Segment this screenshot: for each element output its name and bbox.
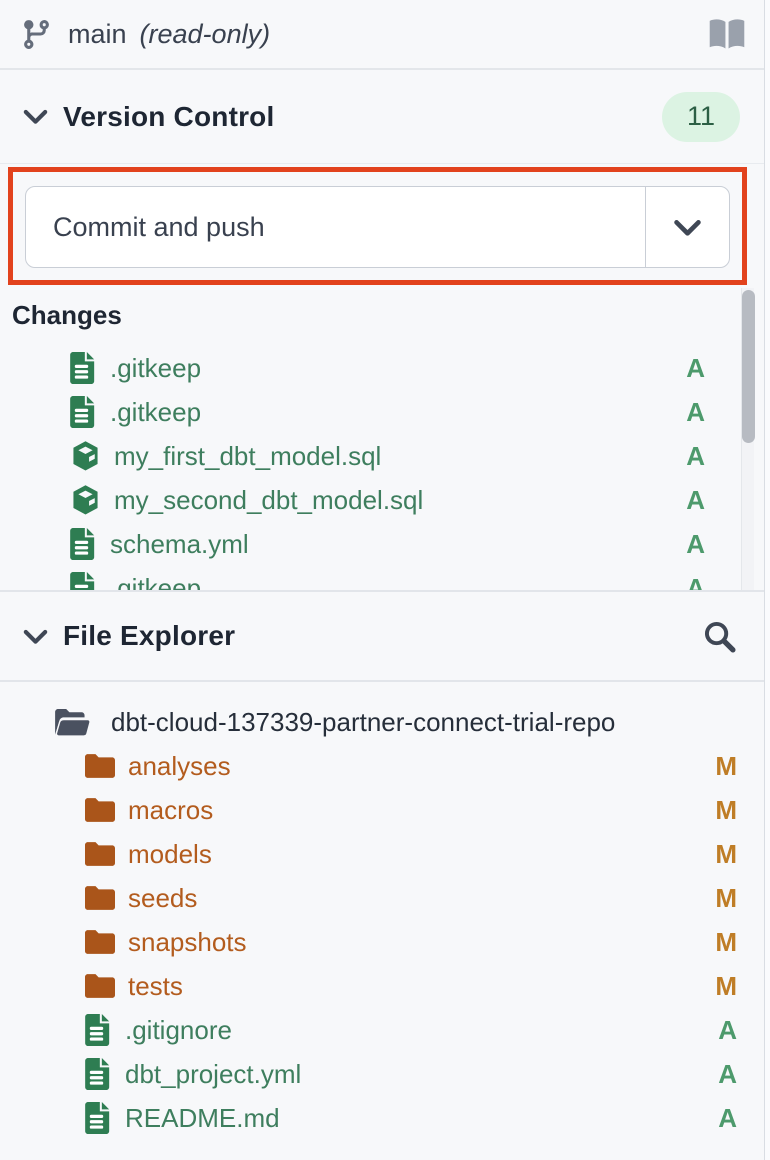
model-icon [70, 484, 101, 517]
file-tree-row[interactable]: analyses M [0, 744, 770, 788]
docs-book-icon[interactable] [708, 18, 746, 51]
model-icon [70, 440, 101, 473]
open-folder-icon [55, 708, 91, 736]
git-status-badge: A [686, 484, 705, 515]
file-name: .gitignore [125, 1014, 232, 1045]
file-name: .gitkeep [110, 396, 202, 427]
file-name: models [128, 838, 212, 869]
commit-button-zone: Commit and push [0, 164, 770, 288]
chevron-down-icon [20, 101, 51, 132]
file-name: tests [128, 970, 183, 1001]
change-row[interactable]: my_first_dbt_model.sql A [0, 434, 770, 478]
file-icon [70, 572, 97, 590]
file-tree-row[interactable]: .gitignore A [0, 1008, 770, 1052]
folder-icon [85, 886, 115, 910]
file-tree-row[interactable]: dbt_project.yml A [0, 1052, 770, 1096]
file-tree: dbt-cloud-137339-partner-connect-trial-r… [0, 682, 770, 1160]
file-icon [70, 352, 97, 384]
commit-and-push-button[interactable]: Commit and push [25, 186, 730, 268]
file-name: schema.yml [110, 528, 249, 559]
repo-name: dbt-cloud-137339-partner-connect-trial-r… [111, 706, 616, 737]
git-status-badge: A [718, 1102, 737, 1133]
branch-bar: main (read-only) [0, 0, 770, 70]
file-name: dbt_project.yml [125, 1058, 302, 1089]
scrollbar-thumb[interactable] [742, 290, 755, 443]
commit-options-dropdown[interactable] [645, 187, 729, 267]
change-row[interactable]: my_second_dbt_model.sql A [0, 478, 770, 522]
git-status-badge: M [715, 970, 737, 1001]
git-status-badge: A [686, 396, 705, 427]
file-name: .gitkeep [110, 572, 202, 592]
git-status-badge: M [715, 750, 737, 781]
file-tree-row[interactable]: models M [0, 832, 770, 876]
commit-button-label: Commit and push [53, 211, 265, 242]
change-row[interactable]: .gitkeep A [0, 390, 770, 434]
file-name: seeds [128, 882, 198, 913]
chevron-down-icon [20, 621, 51, 652]
file-name: analyses [128, 750, 231, 781]
folder-icon [85, 842, 115, 866]
file-explorer-header[interactable]: File Explorer [0, 592, 770, 682]
git-status-badge: M [715, 882, 737, 913]
file-tree-row[interactable]: snapshots M [0, 920, 770, 964]
file-tree-row[interactable]: tests M [0, 964, 770, 1008]
file-name: README.md [125, 1102, 280, 1133]
git-status-badge: M [715, 926, 737, 957]
git-status-badge: M [715, 794, 737, 825]
file-name: .gitkeep [110, 352, 202, 383]
git-status-badge: A [718, 1014, 737, 1045]
change-row[interactable]: .gitkeep A [0, 346, 770, 390]
git-status-badge: A [686, 440, 705, 471]
file-name: my_first_dbt_model.sql [114, 440, 382, 471]
change-row[interactable]: .gitkeep A [0, 566, 770, 592]
branch-readonly-label: (read-only) [139, 18, 271, 49]
git-status-badge: A [718, 1058, 737, 1089]
file-icon [85, 1102, 112, 1134]
git-status-badge: M [715, 838, 737, 869]
file-icon [85, 1014, 112, 1046]
changes-title: Changes [12, 300, 122, 330]
file-name: snapshots [128, 926, 247, 957]
search-icon[interactable] [702, 619, 737, 654]
git-branch-icon [20, 18, 53, 51]
file-icon [85, 1058, 112, 1090]
file-tree-root-row[interactable]: dbt-cloud-137339-partner-connect-trial-r… [0, 700, 770, 744]
panel-right-border [764, 0, 770, 1160]
scrollbar-track [741, 288, 755, 590]
folder-icon [85, 754, 115, 778]
file-name: my_second_dbt_model.sql [114, 484, 424, 515]
folder-icon [85, 930, 115, 954]
folder-icon [85, 974, 115, 998]
branch-name: main [68, 18, 127, 49]
change-row[interactable]: schema.yml A [0, 522, 770, 566]
git-status-badge: A [686, 528, 705, 559]
file-explorer-title: File Explorer [63, 620, 236, 651]
version-control-header[interactable]: Version Control 11 [0, 70, 770, 164]
git-status-badge: A [686, 352, 705, 383]
file-tree-row[interactable]: README.md A [0, 1096, 770, 1140]
git-status-badge: A [686, 572, 705, 592]
changes-count-badge: 11 [662, 91, 740, 142]
folder-icon [85, 798, 115, 822]
file-tree-row[interactable]: seeds M [0, 876, 770, 920]
file-tree-row[interactable]: macros M [0, 788, 770, 832]
version-control-title: Version Control [63, 100, 275, 132]
file-name: macros [128, 794, 214, 825]
file-icon [70, 396, 97, 428]
file-icon [70, 528, 97, 560]
